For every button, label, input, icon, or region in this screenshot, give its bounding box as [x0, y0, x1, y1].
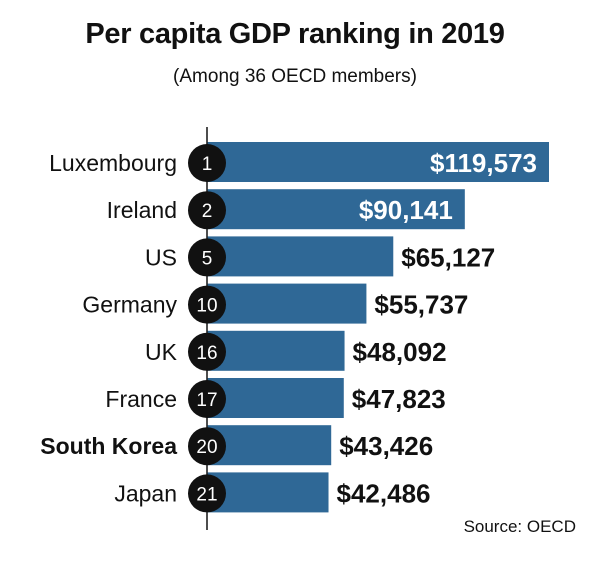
rank-label: 10: [196, 296, 217, 317]
bar: [207, 142, 549, 182]
country-label: Germany: [82, 292, 177, 318]
rank-circle: [188, 285, 226, 324]
country-label: Japan: [114, 480, 177, 506]
country-label: Ireland: [107, 197, 177, 223]
rank-circle: [188, 144, 226, 182]
country-label: US: [145, 244, 177, 270]
bar: [207, 236, 394, 277]
bar: [207, 283, 367, 324]
rank-label: 16: [196, 343, 217, 364]
rank-label: 2: [202, 201, 213, 222]
rank-circle: [188, 380, 226, 418]
rank-label: 5: [202, 248, 213, 269]
rank-circle: [188, 238, 226, 277]
bar: [207, 189, 465, 230]
value-label: $48,092: [353, 337, 447, 367]
value-label: $119,573: [430, 148, 537, 178]
chart-subtitle: (Among 36 OECD members): [173, 66, 417, 87]
value-label: $55,737: [374, 290, 468, 320]
country-label: France: [105, 386, 177, 412]
rank-label: 20: [196, 437, 217, 458]
country-label: UK: [145, 339, 178, 365]
rank-circle: [188, 332, 226, 371]
value-label: $90,141: [359, 195, 453, 225]
bar: [207, 472, 329, 513]
chart-title: Per capita GDP ranking in 2019: [85, 18, 505, 50]
rank-circle: [188, 474, 226, 513]
rank-label: 17: [196, 390, 217, 411]
value-label: $65,127: [401, 242, 495, 272]
rank-label: 21: [196, 484, 217, 505]
value-label: $43,426: [339, 431, 433, 461]
value-label: $42,486: [337, 478, 431, 508]
country-label: South Korea: [40, 433, 177, 459]
rank-label: 1: [202, 154, 213, 175]
bar: [207, 378, 344, 418]
bar: [207, 330, 345, 371]
source-note: Source: OECD: [463, 517, 576, 536]
value-label: $47,823: [352, 384, 446, 414]
rank-circle: [188, 427, 226, 466]
rank-circle: [188, 191, 226, 230]
bar: [207, 425, 332, 466]
country-label: Luxembourg: [49, 150, 177, 176]
